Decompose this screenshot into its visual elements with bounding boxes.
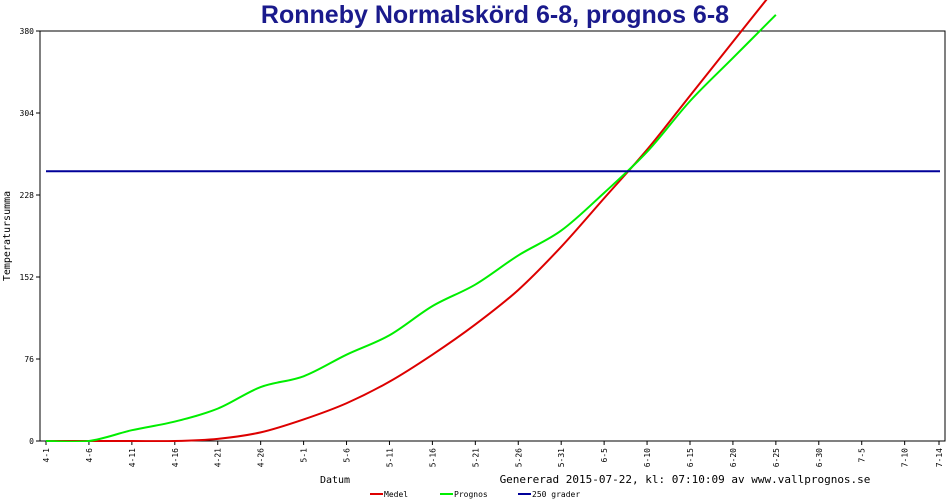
plot-frame [39, 30, 946, 442]
x-tick-label: 5-31 [557, 448, 566, 467]
x-tick-label: 4-11 [128, 448, 137, 467]
y-axis-title: Temperatursumma [2, 191, 13, 281]
x-tick-label: 7-10 [901, 448, 910, 467]
x-tick-label: 6-15 [686, 448, 695, 467]
series-line-medel [46, 0, 768, 442]
x-tick-label: 4-21 [214, 448, 223, 467]
chart-title: Ronneby Normalskörd 6-8, prognos 6-8 [260, 1, 730, 29]
x-tick-label: 4-26 [257, 448, 266, 467]
legend-label-medel: Medel [384, 490, 408, 499]
series-layer [45, 0, 940, 442]
x-tick-label: 5-26 [514, 448, 523, 467]
y-tick-label: 0 [29, 437, 34, 446]
x-tick-label: 5-6 [343, 448, 352, 463]
footer-generated-text: Genererad 2015-07-22, kl: 07:10:09 av ww… [500, 473, 871, 486]
x-tick-label: 6-10 [643, 448, 652, 467]
x-tick-label: 6-20 [729, 448, 738, 467]
x-tick-label: 7-5 [858, 448, 867, 463]
x-axis-title: Datum [320, 475, 350, 486]
y-tick-label: 380 [20, 27, 35, 36]
x-tick-label: 6-30 [815, 448, 824, 467]
legend: Medel Prognos 250 grader [370, 490, 580, 499]
x-tick-label: 6-25 [772, 448, 781, 467]
legend-label-prognos: Prognos [454, 490, 488, 499]
x-tick-label: 6-5 [600, 448, 609, 463]
axes: 0 76 152 228 304 380 4-1 4-6 4-11 4-16 4-21 4-26 5-1… [20, 27, 944, 467]
x-tick-label: 5-21 [471, 448, 480, 467]
x-tick-label: 5-1 [300, 448, 309, 463]
y-tick-label: 304 [20, 109, 35, 118]
y-tick-label: 228 [20, 191, 35, 200]
x-tick-label: 4-16 [171, 448, 180, 467]
x-tick-label: 4-1 [42, 448, 51, 463]
x-tick-label: 7-14 [935, 448, 944, 467]
x-tick-label: 5-16 [428, 448, 437, 467]
x-tick-label: 5-11 [385, 448, 394, 467]
y-tick-label: 76 [24, 355, 34, 364]
series-line-prognos [45, 14, 777, 442]
x-tick-label: 4-6 [85, 448, 94, 463]
y-tick-label: 152 [20, 273, 35, 282]
legend-label-250-grader: 250 grader [532, 490, 580, 499]
plot-area [39, 30, 946, 442]
